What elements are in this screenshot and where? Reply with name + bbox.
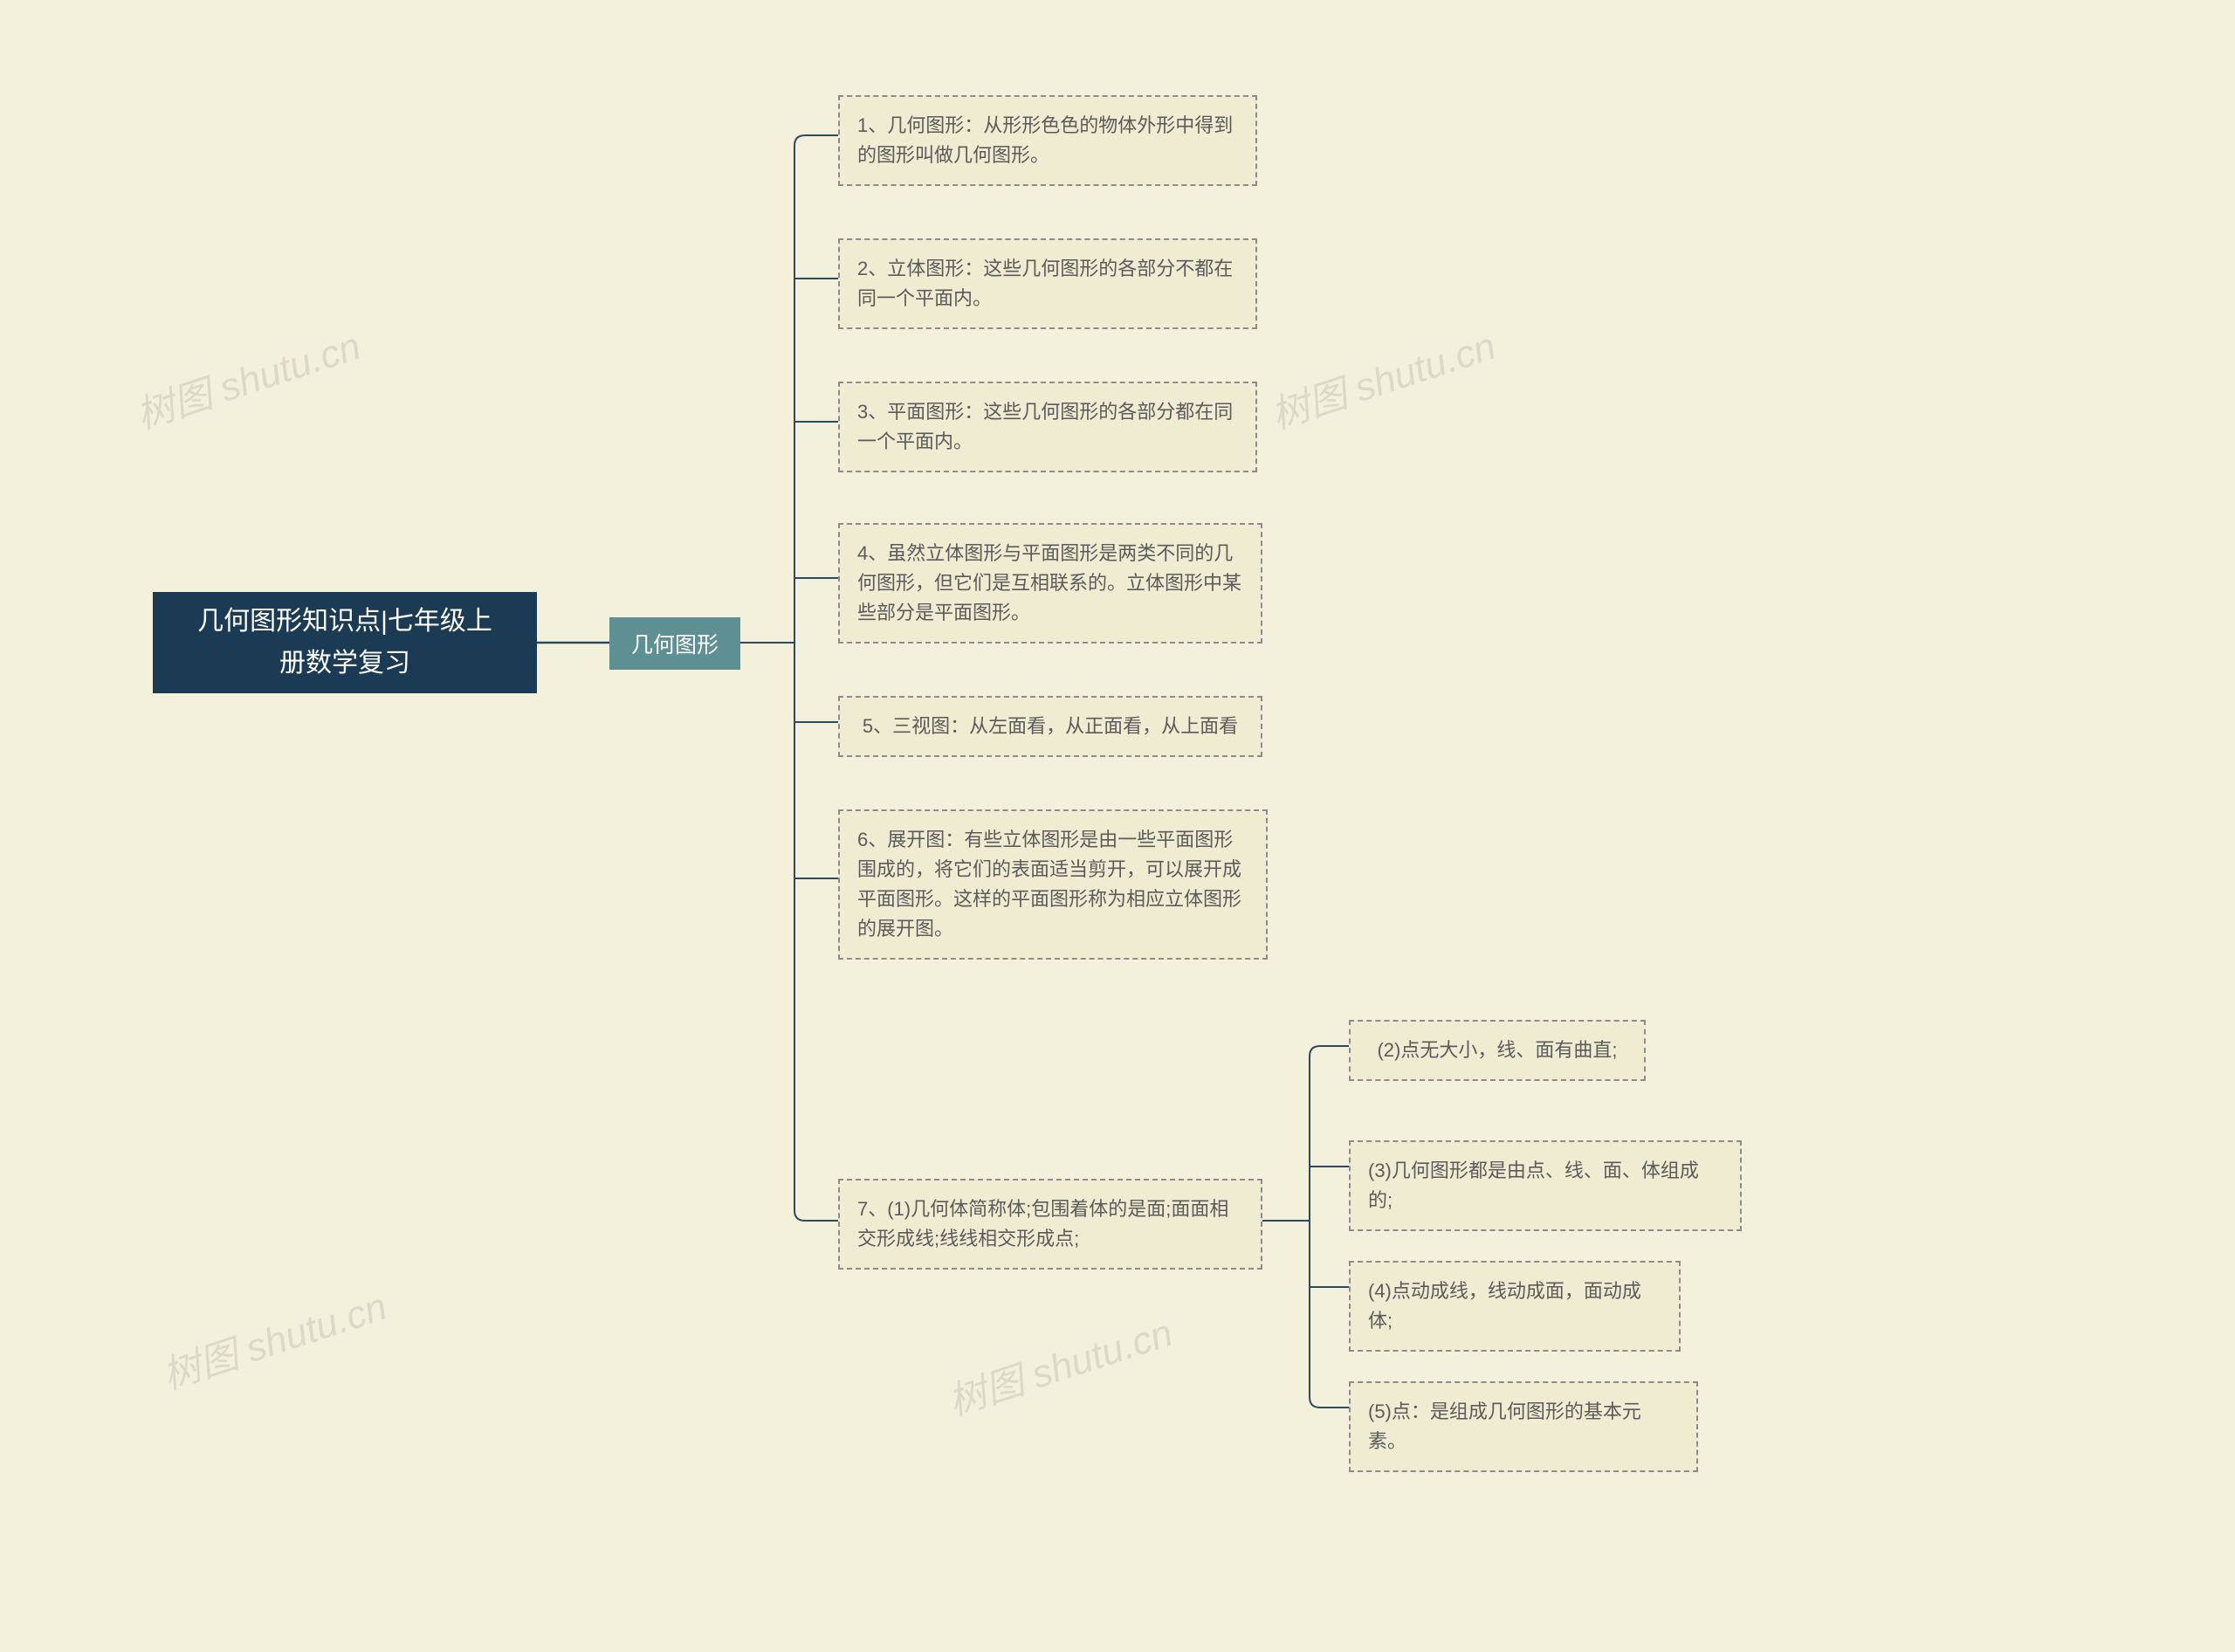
leaf-text: 1、几何图形：从形形色色的物体外形中得到的图形叫做几何图形。 (857, 111, 1238, 170)
branch-label: 几何图形 (631, 628, 719, 659)
root-node: 几何图形知识点|七年级上册数学复习 (153, 592, 537, 693)
leaf-node: 6、展开图：有些立体图形是由一些平面图形围成的，将它们的表面适当剪开，可以展开成… (838, 809, 1268, 960)
leaf-text: 5、三视图：从左面看，从正面看，从上面看 (863, 712, 1238, 741)
subleaf-node: (2)点无大小，线、面有曲直; (1349, 1020, 1646, 1081)
leaf-text: 6、展开图：有些立体图形是由一些平面图形围成的，将它们的表面适当剪开，可以展开成… (857, 825, 1248, 944)
leaf-node: 2、立体图形：这些几何图形的各部分不都在同一个平面内。 (838, 238, 1257, 329)
leaf-text: (4)点动成线，线动成面，面动成体; (1368, 1277, 1661, 1336)
leaf-text: 2、立体图形：这些几何图形的各部分不都在同一个平面内。 (857, 254, 1238, 313)
leaf-text: (3)几何图形都是由点、线、面、体组成的; (1368, 1156, 1723, 1215)
leaf-node: 7、(1)几何体简称体;包围着体的是面;面面相交形成线;线线相交形成点; (838, 1179, 1262, 1270)
branch-node: 几何图形 (609, 617, 740, 670)
leaf-node: 3、平面图形：这些几何图形的各部分都在同一个平面内。 (838, 382, 1257, 472)
leaf-text: 4、虽然立体图形与平面图形是两类不同的几何图形，但它们是互相联系的。立体图形中某… (857, 539, 1243, 628)
subleaf-node: (4)点动成线，线动成面，面动成体; (1349, 1261, 1681, 1352)
leaf-text: (2)点无大小，线、面有曲直; (1377, 1036, 1617, 1065)
subleaf-node: (5)点：是组成几何图形的基本元素。 (1349, 1381, 1698, 1472)
leaf-node: 4、虽然立体图形与平面图形是两类不同的几何图形，但它们是互相联系的。立体图形中某… (838, 523, 1262, 644)
watermark: 树图 shutu.cn (1263, 314, 1502, 439)
leaf-text: 3、平面图形：这些几何图形的各部分都在同一个平面内。 (857, 397, 1238, 457)
watermark: 树图 shutu.cn (155, 1275, 393, 1400)
root-label: 册数学复习 (279, 649, 410, 678)
watermark: 树图 shutu.cn (128, 314, 367, 439)
subleaf-node: (3)几何图形都是由点、线、面、体组成的; (1349, 1140, 1742, 1231)
leaf-node: 5、三视图：从左面看，从正面看，从上面看 (838, 696, 1262, 757)
root-label: 几何图形知识点|七年级上 (197, 607, 492, 636)
leaf-text: (5)点：是组成几何图形的基本元素。 (1368, 1397, 1679, 1456)
watermark: 树图 shutu.cn (940, 1301, 1179, 1426)
leaf-text: 7、(1)几何体简称体;包围着体的是面;面面相交形成线;线线相交形成点; (857, 1194, 1243, 1254)
mindmap-canvas: 树图 shutu.cn 树图 shutu.cn 树图 shutu.cn 树图 shut… (0, 0, 2235, 1652)
leaf-node: 1、几何图形：从形形色色的物体外形中得到的图形叫做几何图形。 (838, 95, 1257, 186)
